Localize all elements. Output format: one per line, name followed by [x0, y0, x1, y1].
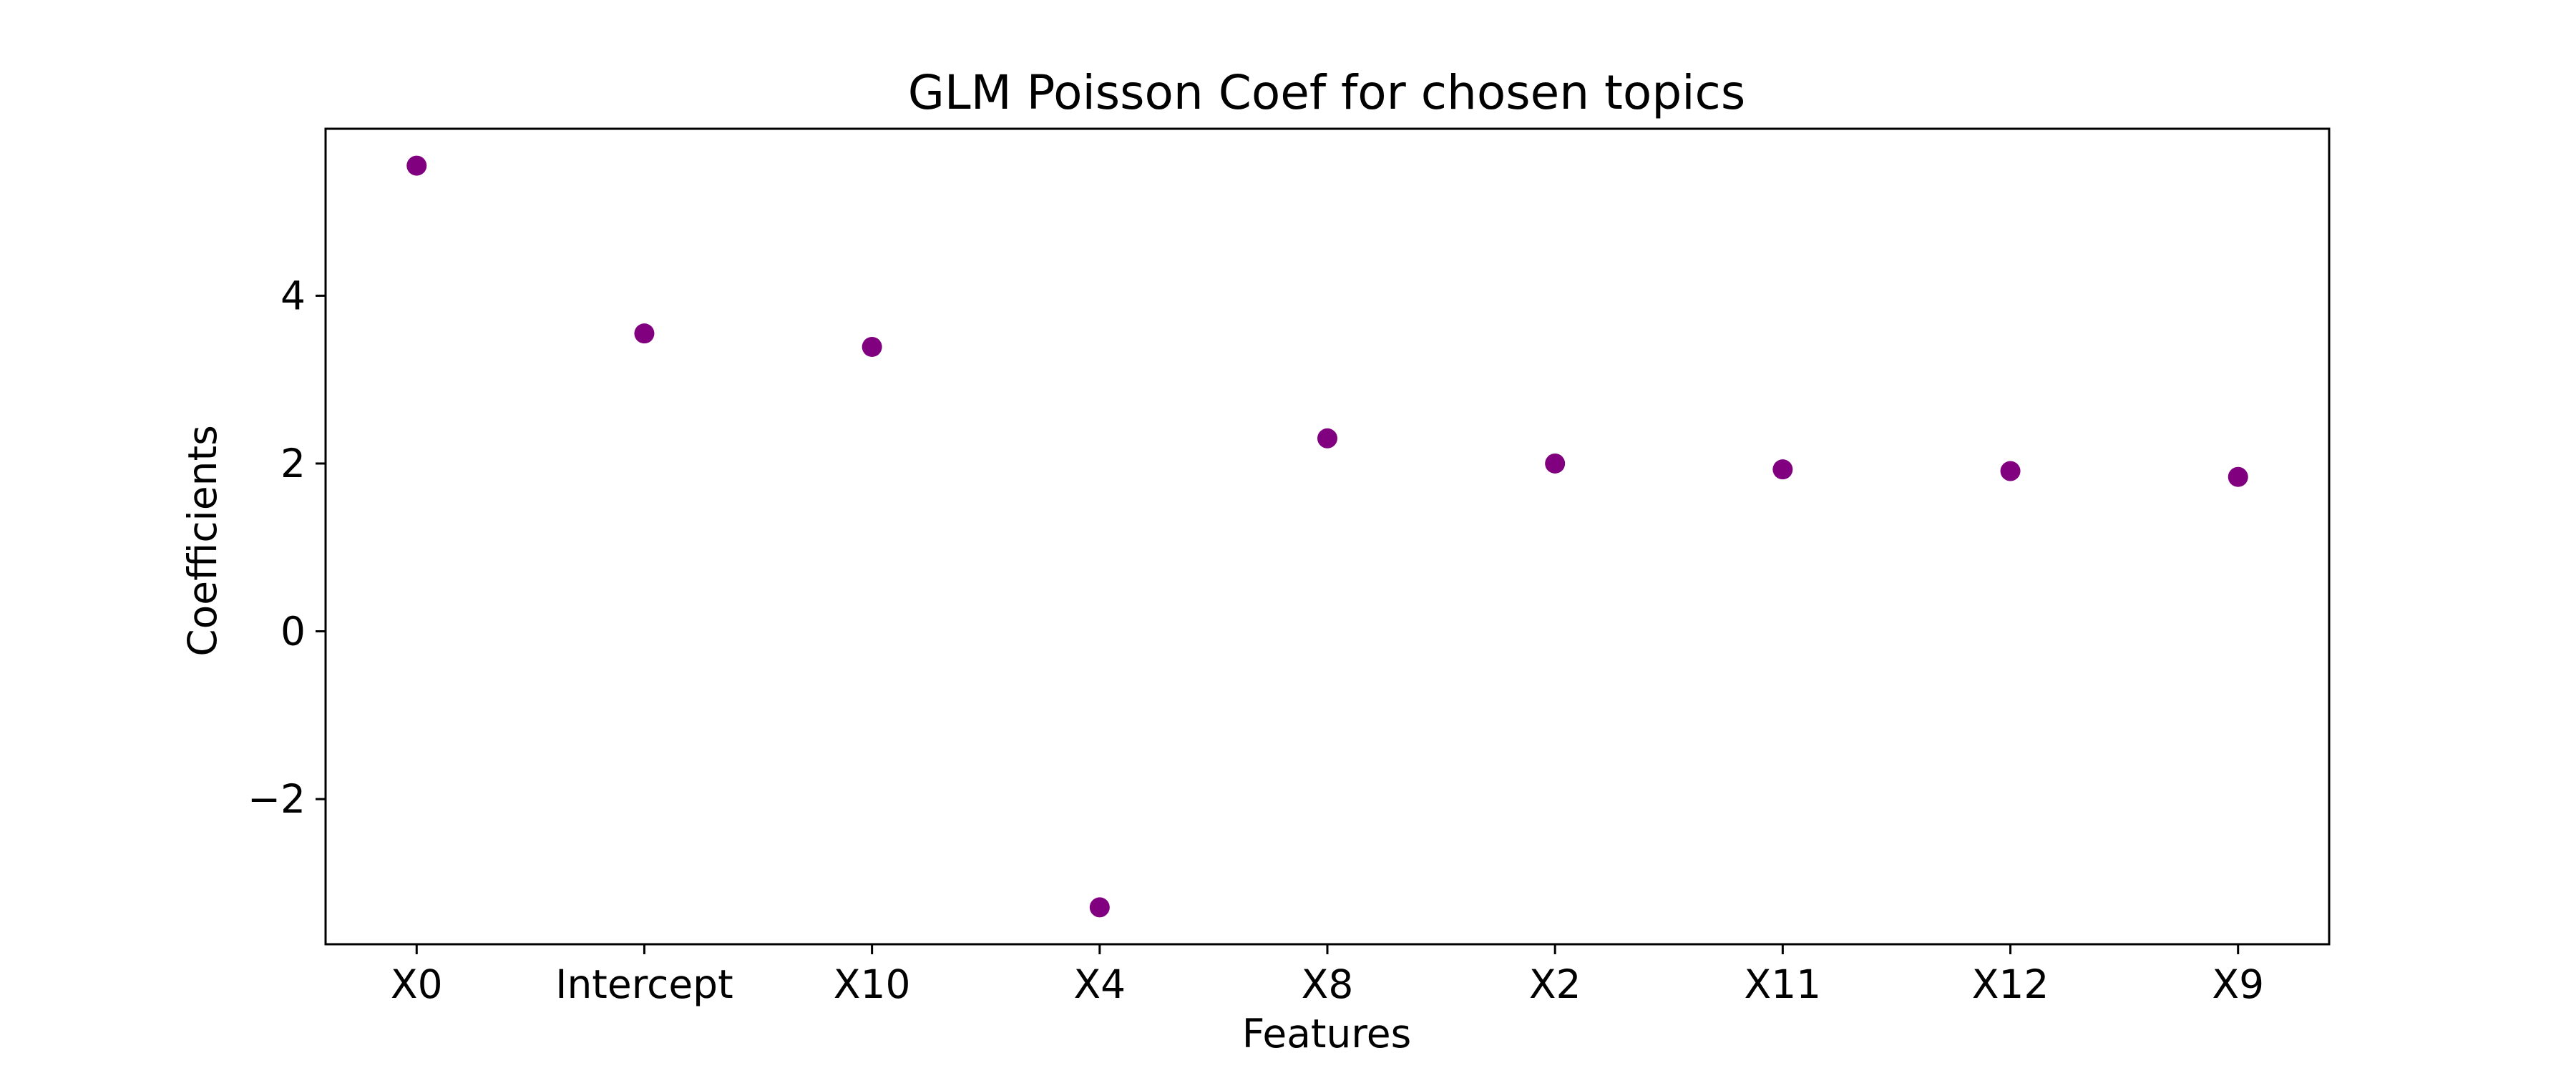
x-tick-label: X0	[391, 961, 443, 1007]
data-point-x9	[2228, 466, 2248, 487]
y-axis-title: Coefficients	[180, 425, 225, 657]
y-tick-label: 0	[280, 609, 306, 655]
data-point-x0	[406, 155, 427, 176]
x-tick-label: X4	[1073, 961, 1126, 1007]
data-point-x8	[1317, 428, 1337, 449]
data-points	[406, 155, 2248, 918]
x-axis-ticks: X0 Intercept X10 X4 X8 X2 X11 X12 X9	[391, 944, 2264, 1007]
x-axis-title: Features	[1242, 1011, 1412, 1057]
x-tick-label: X9	[2212, 961, 2264, 1007]
x-tick-label: X2	[1529, 961, 1581, 1007]
data-point-x4	[1089, 897, 1110, 918]
x-tick-label: X11	[1745, 961, 1822, 1007]
data-point-x12	[2000, 461, 2021, 481]
y-tick-label: 4	[280, 273, 306, 318]
plot-area-frame	[324, 127, 2331, 946]
chart-title: GLM Poisson Coef for chosen topics	[908, 65, 1745, 120]
data-point-x11	[1772, 459, 1793, 480]
y-axis-ticks: −2 0 2 4	[248, 273, 326, 822]
x-tick-label: X10	[834, 961, 911, 1007]
y-tick-label: 2	[280, 441, 306, 486]
x-tick-label: Intercept	[555, 961, 733, 1007]
y-tick-label: −2	[248, 776, 306, 822]
data-point-intercept	[634, 323, 655, 344]
x-tick-label: X8	[1302, 961, 1354, 1007]
data-point-x10	[862, 336, 882, 357]
data-point-x2	[1545, 453, 1566, 474]
x-tick-label: X12	[1972, 961, 2049, 1007]
